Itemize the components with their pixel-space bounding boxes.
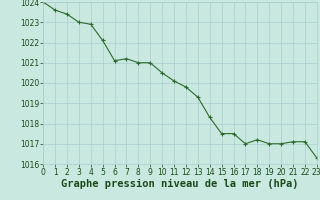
X-axis label: Graphe pression niveau de la mer (hPa): Graphe pression niveau de la mer (hPa) (61, 179, 299, 189)
